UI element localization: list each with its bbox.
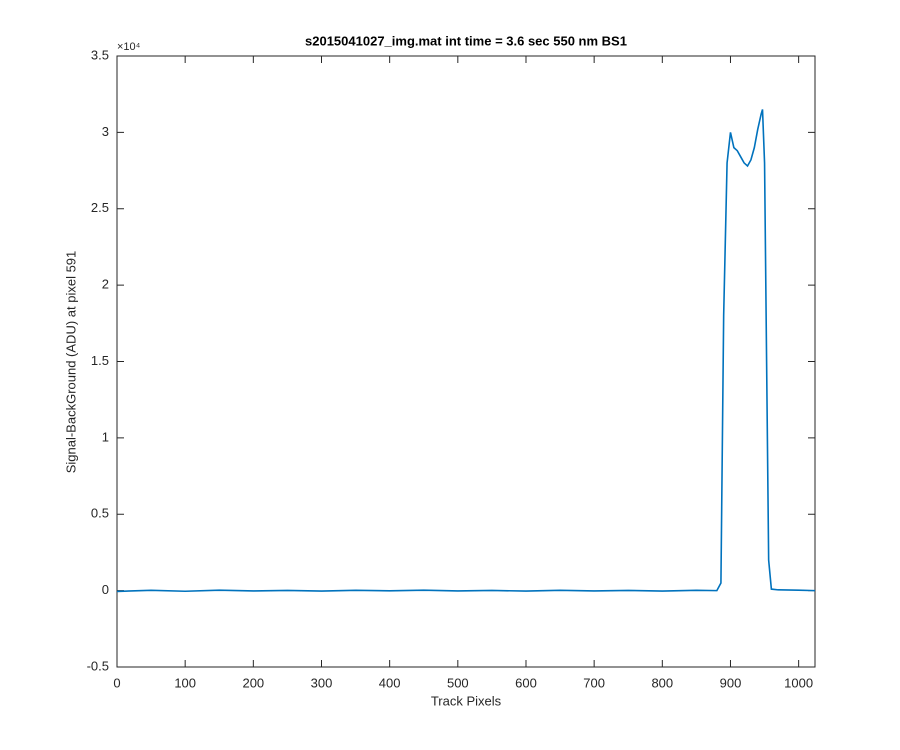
y-tick-label: 0 <box>102 582 109 597</box>
x-tick-label: 400 <box>379 675 401 690</box>
x-tick-label: 0 <box>113 675 120 690</box>
y-tick-label: 2.5 <box>91 200 109 215</box>
x-tick-label: 200 <box>242 675 264 690</box>
y-tick-label: 2 <box>102 277 109 292</box>
y-exponent: ×10⁴ <box>117 41 141 53</box>
data-line <box>116 109 816 593</box>
chart-title: s2015041027_img.mat int time = 3.6 sec 5… <box>305 33 627 48</box>
y-tick-label: 3.5 <box>91 47 109 62</box>
y-axis-label: Signal-BackGround (ADU) at pixel 591 <box>63 251 78 474</box>
x-tick-label: 1000 <box>784 675 813 690</box>
x-tick-label: 900 <box>720 675 742 690</box>
x-tick-label: 700 <box>583 675 605 690</box>
x-tick-label: 800 <box>651 675 673 690</box>
x-tick-label: 300 <box>311 675 333 690</box>
x-axis-label: Track Pixels <box>431 693 502 708</box>
x-tick-label: 100 <box>174 675 196 690</box>
y-tick-label: 3 <box>102 124 109 139</box>
x-tick-label: 500 <box>447 675 469 690</box>
y-tick-label: 1.5 <box>91 353 109 368</box>
y-tick-label: 1 <box>102 429 109 444</box>
y-tick-label: 0.5 <box>91 506 109 521</box>
x-tick-label: 600 <box>515 675 537 690</box>
y-tick-label: -0.5 <box>87 658 109 673</box>
